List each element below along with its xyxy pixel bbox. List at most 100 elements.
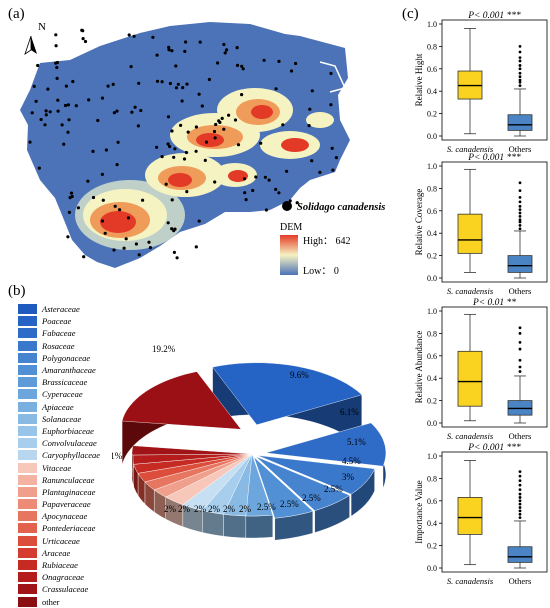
sample-point [66,235,70,239]
outlier-point [518,220,522,224]
sample-point [274,87,278,91]
outlier-point [518,365,522,369]
sample-point [37,166,41,170]
point-legend-marker [282,201,292,211]
outlier-point [518,80,522,84]
sample-point [184,40,188,44]
y-tick-label: 0.2 [427,252,437,261]
y-tick-label: 0.0 [427,132,437,141]
sample-point [63,103,68,108]
sample-point [82,255,86,259]
outlier-point [518,332,522,335]
sample-point [204,140,209,144]
outlier-point [518,227,522,231]
outlier-point [518,347,522,351]
sample-point [185,190,189,194]
legend-swatch [18,596,37,607]
sample-point [222,42,226,47]
legend-label: Plantaginaceae [42,486,96,497]
sample-point [166,115,171,119]
sample-point [235,63,240,67]
sample-point [127,33,131,37]
sample-point [137,81,141,85]
legend-label: Polygonaceae [42,352,91,363]
sample-point [330,146,334,150]
sample-point [194,149,198,153]
outlier-point [518,479,522,483]
sample-point [277,59,281,64]
sample-point [227,113,231,117]
sample-point [100,96,105,100]
sample-point [212,129,217,134]
outlier-point [518,474,522,478]
legend-swatch [18,511,37,522]
outlier-point [518,218,522,222]
legend-swatch [18,450,37,461]
pie-slice [182,453,253,533]
legend-item: Papaveraceae [18,498,118,510]
sample-point [183,49,187,54]
legend-swatch [18,401,37,412]
legend-label: Apiaceae [42,401,74,412]
sample-point [203,158,207,162]
point-legend-label: Solidago canadensis [297,202,385,213]
y-tick-label: 0.8 [427,42,437,51]
sample-point [194,125,198,129]
panel-label-a: (a) [8,6,25,22]
pie-percent-label: 2% [239,504,252,514]
river [319,61,347,93]
sample-point [329,71,333,76]
pie-percent-label: 2% [164,504,177,514]
boxplot-panel: P< 0.001 *** 0.0 0.2 0.4 0.6 0.8 1.0 Relative H… [414,11,548,584]
legend-item: Onagraceae [18,571,118,583]
north-arrow-icon [24,35,37,55]
sample-point [136,124,140,128]
legend-item: Plantaginaceae [18,486,118,498]
pie-percent-label: 2.5% [280,499,299,509]
sample-point [318,170,322,174]
sample-point [217,119,221,123]
legend-label: Rosaceae [42,340,75,351]
legend-label: Papaveraceae [42,499,91,510]
pie-percent-label: 3% [342,472,355,482]
pie-percent-label: 4.5% [342,456,361,466]
outlier-point [518,45,522,48]
legend-swatch [18,535,37,546]
legend-item: Poaceae [18,315,118,327]
x-category-label: S. canadensis [447,431,494,441]
pie-slice [165,453,253,527]
sample-point [277,191,281,195]
outlier-point [518,506,522,509]
legend-swatch [18,425,37,436]
sample-point [86,179,90,183]
sample-point [168,81,172,86]
legend-swatch [18,584,37,595]
legend-item: Apiaceae [18,401,118,413]
outlier-point [518,516,522,519]
y-tick-label: 1.0 [427,20,437,29]
boxplot-pvalue: P< 0.001 *** [467,443,521,453]
boxplot-pvalue: P< 0.01 ** [472,298,516,308]
sample-point [60,123,64,127]
sample-point [173,147,177,151]
y-tick-label: 0.2 [427,110,437,119]
boxplot-frame [441,161,548,283]
legend-swatch [18,389,37,400]
sample-point [70,194,74,199]
sample-point [134,242,138,246]
y-tick-label: 0.4 [427,229,437,238]
boxplot-pvalue: P< 0.001 *** [467,153,521,163]
sample-point [155,79,160,83]
legend-item: Amaranthaceae [18,364,118,376]
y-tick-label: 0.6 [427,352,437,361]
sample-point [233,118,238,122]
sample-point [160,80,164,84]
sample-point [115,163,119,167]
outlier-point [518,470,522,474]
sample-point [310,89,314,93]
boxplot: P< 0.001 *** 0.0 0.2 0.4 0.6 0.8 1.0 Relative C… [414,153,548,296]
sample-point [176,82,180,86]
sample-point [30,111,34,115]
y-tick-label: 0.0 [427,419,437,428]
sample-point [151,35,155,39]
